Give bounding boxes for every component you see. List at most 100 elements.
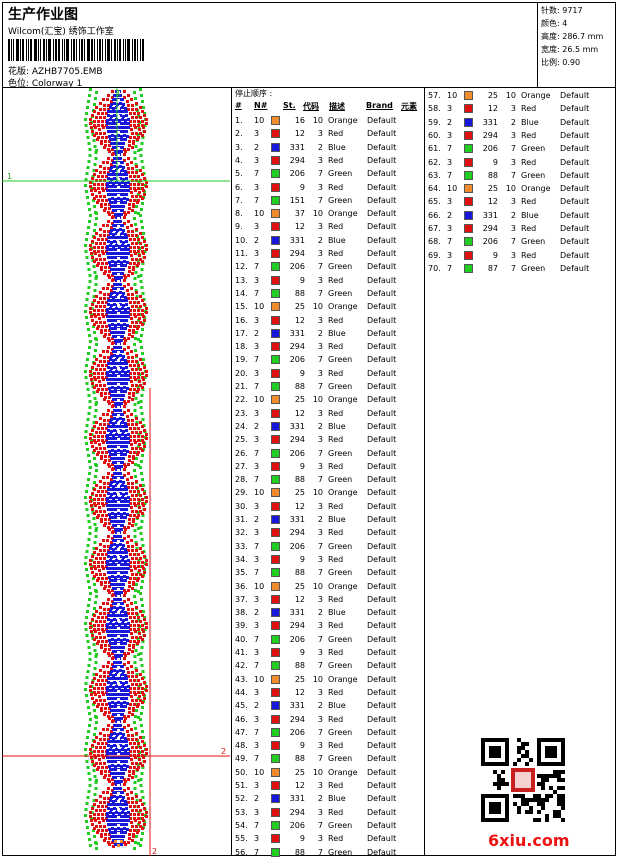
blue-stitch bbox=[121, 335, 124, 338]
blue-stitch bbox=[110, 355, 113, 358]
blue-stitch bbox=[113, 803, 116, 806]
red-stitch bbox=[99, 447, 102, 450]
blue-stitch bbox=[115, 350, 118, 353]
blue-stitch bbox=[122, 607, 125, 610]
blue-stitch bbox=[112, 713, 115, 716]
blue-stitch bbox=[124, 768, 127, 771]
color-description: Orange bbox=[328, 116, 358, 125]
red-stitch bbox=[103, 321, 106, 324]
stop-number: 3. bbox=[235, 142, 243, 152]
color-swatch bbox=[464, 170, 473, 180]
blue-stitch bbox=[119, 268, 122, 271]
red-stitch bbox=[101, 120, 104, 123]
red-stitch bbox=[91, 382, 94, 385]
red-stitch bbox=[135, 234, 138, 237]
blue-stitch bbox=[110, 236, 113, 239]
blue-stitch bbox=[112, 689, 115, 692]
red-stitch bbox=[93, 740, 96, 743]
red-stitch bbox=[133, 120, 136, 123]
green-stitch-right bbox=[137, 115, 140, 118]
red-stitch bbox=[111, 279, 114, 282]
blue-stitch bbox=[121, 272, 124, 275]
red-stitch bbox=[97, 439, 100, 442]
stop-index: 7 bbox=[317, 475, 323, 485]
stop-index: 10 bbox=[312, 395, 323, 405]
white-stitch bbox=[117, 493, 120, 496]
red-stitch bbox=[131, 557, 134, 560]
green-stitch-right bbox=[141, 136, 145, 139]
blue-stitch bbox=[124, 107, 127, 110]
blue-stitch bbox=[121, 689, 124, 692]
red-stitch bbox=[139, 620, 142, 623]
needle-number: 2 bbox=[254, 515, 260, 524]
blue-stitch bbox=[127, 181, 130, 184]
blue-stitch bbox=[112, 378, 115, 381]
blue-stitch bbox=[115, 185, 118, 188]
thread-code: 88 bbox=[294, 288, 305, 298]
stop-index: 2 bbox=[317, 142, 323, 152]
red-stitch bbox=[143, 618, 146, 621]
green-accent bbox=[95, 779, 98, 782]
blue-stitch bbox=[109, 811, 112, 814]
blue-stitch bbox=[113, 409, 116, 412]
red-stitch bbox=[141, 687, 144, 690]
blue-stitch bbox=[110, 142, 113, 145]
red-stitch bbox=[133, 187, 136, 190]
red-stitch bbox=[89, 496, 92, 499]
red-stitch bbox=[111, 652, 114, 655]
red-stitch bbox=[100, 331, 103, 334]
red-stitch bbox=[107, 472, 110, 475]
blue-stitch bbox=[117, 764, 120, 767]
blue-stitch bbox=[124, 800, 127, 803]
green-stitch-left bbox=[88, 334, 91, 337]
green-stitch-right bbox=[143, 124, 147, 127]
red-stitch bbox=[141, 173, 144, 176]
red-stitch bbox=[128, 270, 131, 273]
blue-stitch bbox=[115, 405, 118, 408]
red-stitch bbox=[131, 494, 134, 497]
thread-code: 9 bbox=[299, 741, 305, 751]
red-stitch bbox=[91, 555, 94, 558]
stop-number: 11. bbox=[235, 249, 248, 258]
green-stitch-left bbox=[93, 103, 96, 106]
blue-stitch bbox=[122, 256, 125, 259]
red-stitch bbox=[135, 447, 138, 450]
blue-stitch bbox=[124, 756, 127, 759]
blue-stitch bbox=[122, 614, 125, 617]
thread-code: 12 bbox=[294, 594, 305, 604]
thread-code: 12 bbox=[294, 129, 305, 139]
blue-stitch bbox=[114, 339, 117, 342]
red-stitch bbox=[101, 766, 104, 769]
red-stitch bbox=[98, 632, 101, 635]
red-stitch bbox=[89, 433, 92, 436]
blue-stitch bbox=[107, 362, 110, 365]
green-stitch-right bbox=[134, 523, 138, 526]
blue-stitch bbox=[122, 697, 125, 700]
red-stitch bbox=[103, 356, 106, 359]
red-stitch bbox=[129, 120, 132, 123]
blue-stitch bbox=[124, 233, 127, 236]
red-stitch bbox=[105, 250, 108, 253]
red-stitch bbox=[108, 465, 111, 468]
red-stitch bbox=[93, 764, 96, 767]
blue-stitch bbox=[112, 461, 115, 464]
blue-stitch bbox=[110, 544, 113, 547]
green-stitch-left bbox=[93, 205, 96, 208]
blue-stitch bbox=[107, 429, 110, 432]
red-stitch bbox=[100, 772, 103, 775]
stats-panel: 针数: 9717 颜色: 4 高度: 286.7 mm 宽度: 26.5 mm … bbox=[538, 2, 616, 88]
blue-stitch bbox=[112, 749, 115, 752]
red-stitch bbox=[107, 293, 110, 296]
blue-stitch bbox=[113, 157, 116, 160]
blue-stitch bbox=[107, 634, 110, 637]
color-description: Red bbox=[328, 368, 344, 378]
blue-stitch bbox=[106, 626, 109, 629]
blue-stitch bbox=[117, 402, 120, 405]
red-stitch bbox=[129, 561, 132, 564]
green-stitch-left bbox=[91, 553, 95, 556]
red-stitch bbox=[97, 490, 100, 493]
blue-stitch bbox=[112, 626, 115, 629]
white-stitch bbox=[117, 170, 120, 173]
blue-stitch bbox=[106, 630, 109, 633]
blue-stitch bbox=[118, 560, 121, 563]
